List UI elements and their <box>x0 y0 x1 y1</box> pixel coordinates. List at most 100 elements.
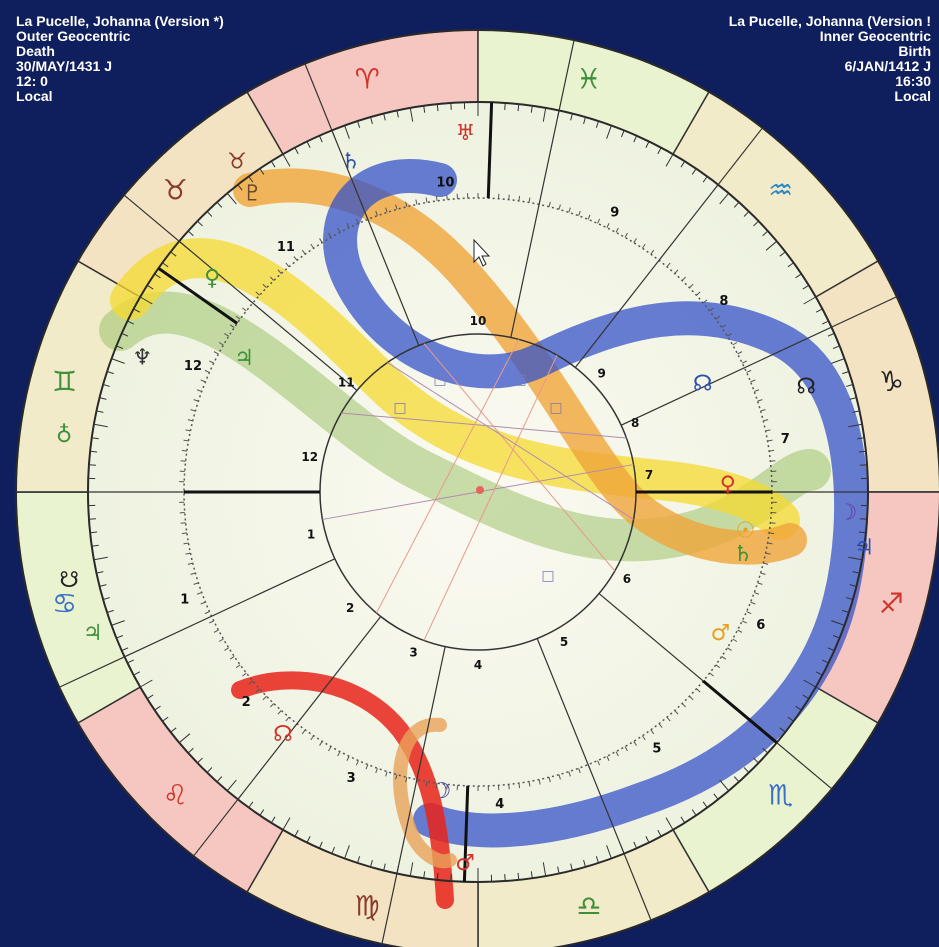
degree-tick <box>702 801 708 808</box>
degree-tick <box>645 836 650 843</box>
degree-tick <box>187 562 193 565</box>
degree-tick <box>346 223 350 228</box>
degree-tick <box>568 207 571 213</box>
wheel-type: Outer Geocentric <box>16 28 131 44</box>
event-time: 16:30 <box>895 73 931 89</box>
degree-tick <box>763 419 769 422</box>
degree-tick <box>508 194 510 200</box>
degree-tick <box>111 620 125 626</box>
degree-tick <box>213 351 219 355</box>
degree-tick <box>200 601 206 605</box>
venus-outer-icon: ♀ <box>204 266 220 291</box>
taurus-tag-icon: ♉ <box>227 149 247 174</box>
inner-house-number: 7 <box>645 468 653 482</box>
degree-tick <box>96 410 104 413</box>
square-aspect-icon: □ <box>513 372 526 388</box>
degree-tick <box>193 399 199 402</box>
mars-inner-icon: ♂ <box>711 621 731 646</box>
degree-tick <box>91 437 99 440</box>
libra-icon: ♎ <box>576 889 601 922</box>
inner-house-number: 9 <box>598 367 606 381</box>
colored-bands <box>99 159 869 909</box>
degree-tick <box>666 262 671 268</box>
degree-tick <box>696 688 701 693</box>
degree-tick <box>328 746 332 752</box>
degree-tick <box>606 223 610 228</box>
degree-tick <box>822 320 829 325</box>
degree-tick <box>306 141 311 148</box>
house-cusp <box>304 63 420 346</box>
degree-tick <box>178 733 191 744</box>
degree-tick <box>732 638 738 642</box>
outer-house-number: 1 <box>180 593 189 608</box>
degree-tick <box>595 856 599 864</box>
degree-tick <box>218 342 224 346</box>
house-cusp <box>574 127 763 368</box>
degree-tick <box>133 308 141 313</box>
venus-inner-icon: ♀ <box>720 472 736 497</box>
degree-tick <box>423 105 426 113</box>
degree-tick <box>528 781 531 787</box>
degree-tick <box>193 582 199 585</box>
degree-tick <box>96 571 104 574</box>
degree-tick <box>742 620 747 624</box>
degree-tick <box>842 609 850 613</box>
degree-tick <box>242 672 247 677</box>
degree-tick <box>570 113 573 121</box>
aquarius-icon: ♒ <box>768 173 793 206</box>
degree-tick <box>650 729 655 735</box>
house-cusp <box>193 616 382 857</box>
degree-tick <box>691 809 697 816</box>
degree-tick <box>185 552 191 555</box>
degree-tick <box>121 647 129 652</box>
degree-tick <box>753 757 759 764</box>
inner-house-number: 2 <box>346 601 354 615</box>
degree-tick <box>395 774 398 780</box>
degree-tick <box>229 655 235 660</box>
degree-tick <box>385 771 388 777</box>
degree-tick <box>196 592 202 595</box>
aspect-line <box>341 412 627 439</box>
degree-tick <box>318 135 323 143</box>
degree-tick <box>255 688 260 693</box>
degree-tick <box>235 315 241 320</box>
degree-tick <box>277 269 282 274</box>
degree-tick <box>641 735 646 741</box>
inner-house-number: 12 <box>301 450 318 464</box>
degree-tick <box>624 232 628 238</box>
degree-tick <box>395 204 398 210</box>
wheel-type: Inner Geocentric <box>819 28 931 44</box>
degree-tick <box>621 130 625 138</box>
degree-tick <box>815 671 823 676</box>
degree-tick <box>190 409 196 412</box>
degree-tick <box>568 771 571 777</box>
degree-tick <box>162 716 169 722</box>
degree-tick <box>681 276 687 281</box>
degree-tick <box>831 358 845 364</box>
degree-tick <box>849 397 857 400</box>
jupiter-outer-icon: ♃ <box>234 346 254 371</box>
degree-tick <box>779 727 786 733</box>
degree-tick <box>587 214 591 220</box>
degree-tick <box>538 779 541 785</box>
degree-tick <box>337 751 341 757</box>
jupiter-lower-icon: ♃ <box>83 621 103 646</box>
degree-tick <box>213 629 219 633</box>
degree-tick <box>746 611 752 615</box>
degree-tick <box>200 379 206 383</box>
degree-tick <box>732 342 738 346</box>
gemini-icon: ♊ <box>52 365 77 398</box>
degree-tick <box>331 846 335 854</box>
degree-tick <box>140 296 153 305</box>
degree-tick <box>355 218 359 224</box>
degree-tick <box>310 735 315 741</box>
degree-tick <box>446 194 448 200</box>
degree-tick <box>691 168 697 175</box>
planet-glyphs: ♅♄♇♀♃♆☊ ☊♀☽♃☉♄♂☊☽♂♃☋♁♉ <box>56 121 874 876</box>
cancer-icon: ♋ <box>52 587 77 620</box>
degree-tick <box>154 273 161 279</box>
degree-tick <box>665 154 674 167</box>
jupiter-inner-icon: ♃ <box>854 535 874 560</box>
degree-tick <box>803 679 816 688</box>
degree-tick <box>375 768 378 774</box>
